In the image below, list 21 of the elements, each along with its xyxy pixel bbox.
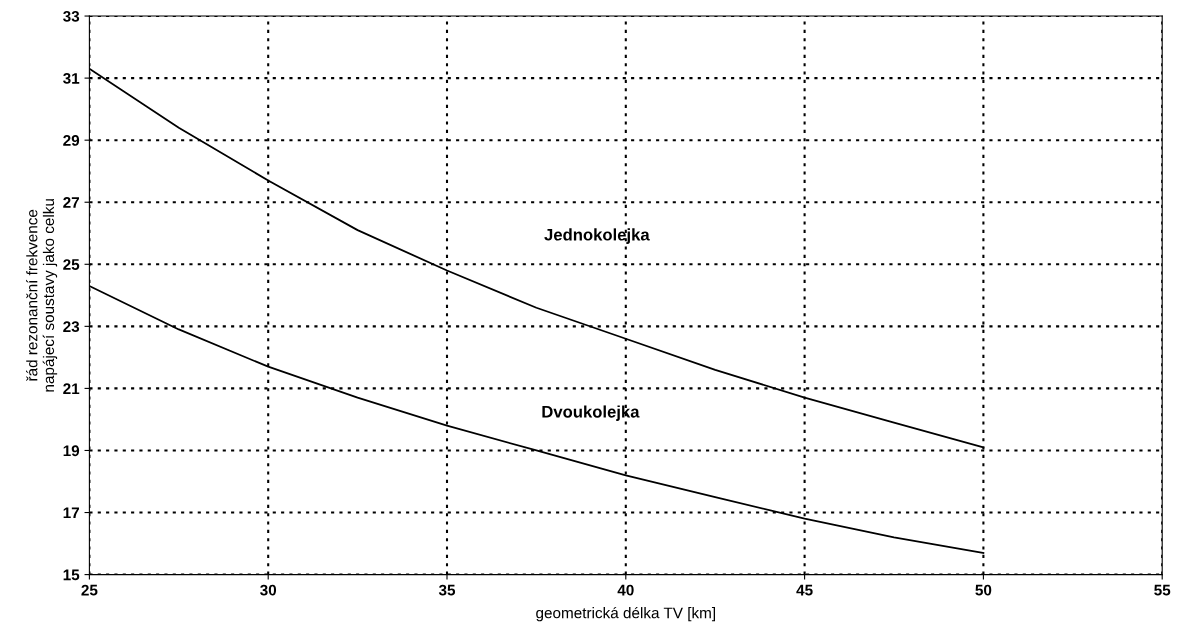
annotation: Dvoukolejka (542, 405, 640, 421)
annotation: Jednokolejka (544, 228, 650, 244)
x-tick-label: 55 (1154, 584, 1171, 596)
y-axis-title: řád rezonanční frekvence napájecí soustavy jako celku (26, 199, 58, 392)
x-tick-label: 35 (438, 584, 456, 596)
y-tick-label: 25 (63, 259, 80, 270)
y-tick-label: 29 (63, 135, 80, 146)
y-tick-label: 27 (63, 197, 80, 208)
x-tick-label: 40 (617, 584, 634, 596)
x-tick-label: 25 (81, 584, 98, 596)
y-tick-label: 21 (63, 383, 80, 394)
x-tick-label: 30 (260, 584, 277, 596)
x-tick-label: 45 (796, 584, 813, 596)
x-axis-title: geometrická délka TV [km] (536, 606, 716, 622)
y-tick-label: 17 (63, 507, 80, 519)
y-tick-label: 15 (63, 569, 80, 581)
y-tick-label: 31 (63, 72, 80, 84)
x-tick-label: 50 (975, 584, 992, 596)
y-tick-label: 33 (63, 10, 80, 22)
y-tick-label: 19 (63, 445, 80, 457)
y-tick-label: 23 (63, 321, 80, 333)
